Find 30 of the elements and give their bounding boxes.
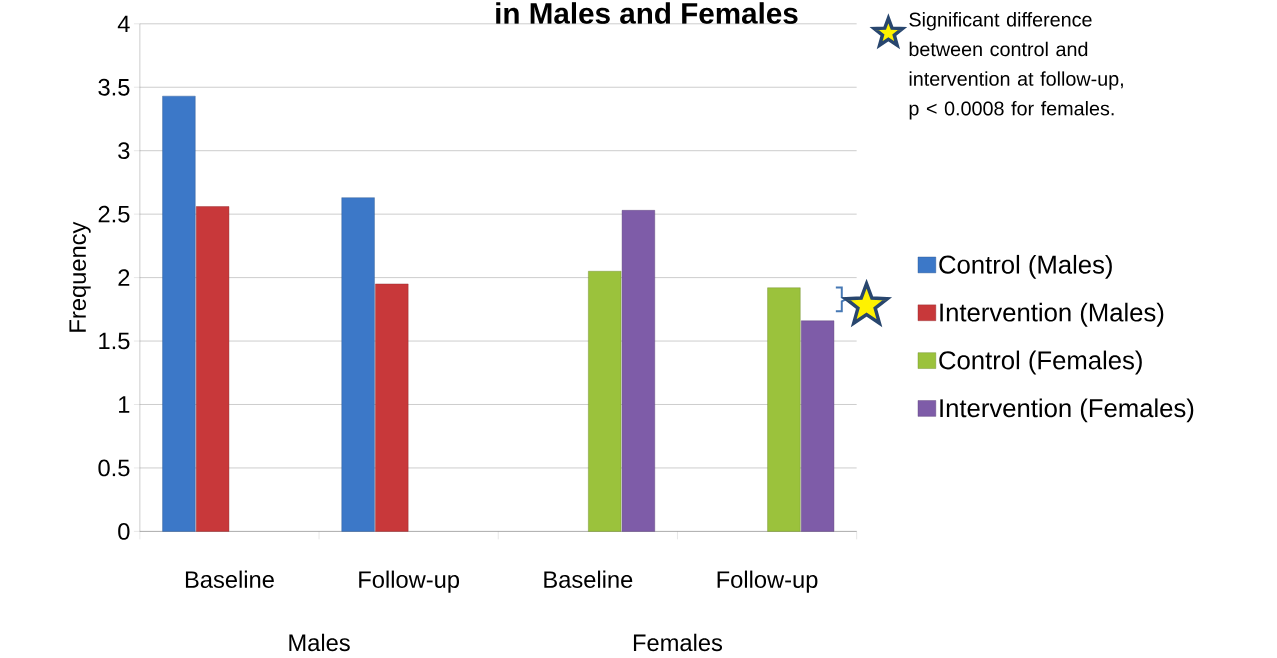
y-tick-label: 0.5 [98,459,130,477]
y-tick-label: 3.5 [98,78,130,96]
y-tick-label: 0 [118,522,130,540]
y-tick-label: 3 [118,142,130,159]
bar [801,320,835,532]
bar [621,210,655,532]
legend-label: Intervention (Males) [940,302,1164,327]
text: Significant difference between control and intervention at follow-up, p < 0.0008 for females. [909,11,1123,120]
chart-title: in Males and Females [496,2,798,24]
x-tick-label: Baseline [544,570,633,588]
bar [196,206,230,532]
legend-label: Control (Females) [939,350,1142,375]
text: Females [633,633,723,651]
bar [162,95,196,532]
y-tick-label: 4 [117,15,130,32]
bar [767,287,801,532]
y-tick-label: 1 [119,396,130,413]
y-tick-label: 2 [118,269,130,286]
y-axis-title: Frequency [69,221,91,332]
bar [341,197,375,532]
text: Males [289,633,350,651]
legend-label: Intervention (Females) [940,398,1194,423]
bar [375,283,409,532]
x-tick-label: Follow-up [359,570,460,593]
x-tick-label: Baseline [185,570,274,588]
y-tick-label: 2.5 [98,205,130,223]
bar [588,270,622,532]
x-tick-label: Follow-up [717,570,818,593]
legend-label: Control (Males) [939,254,1112,279]
y-tick-label: 1.5 [99,332,130,350]
